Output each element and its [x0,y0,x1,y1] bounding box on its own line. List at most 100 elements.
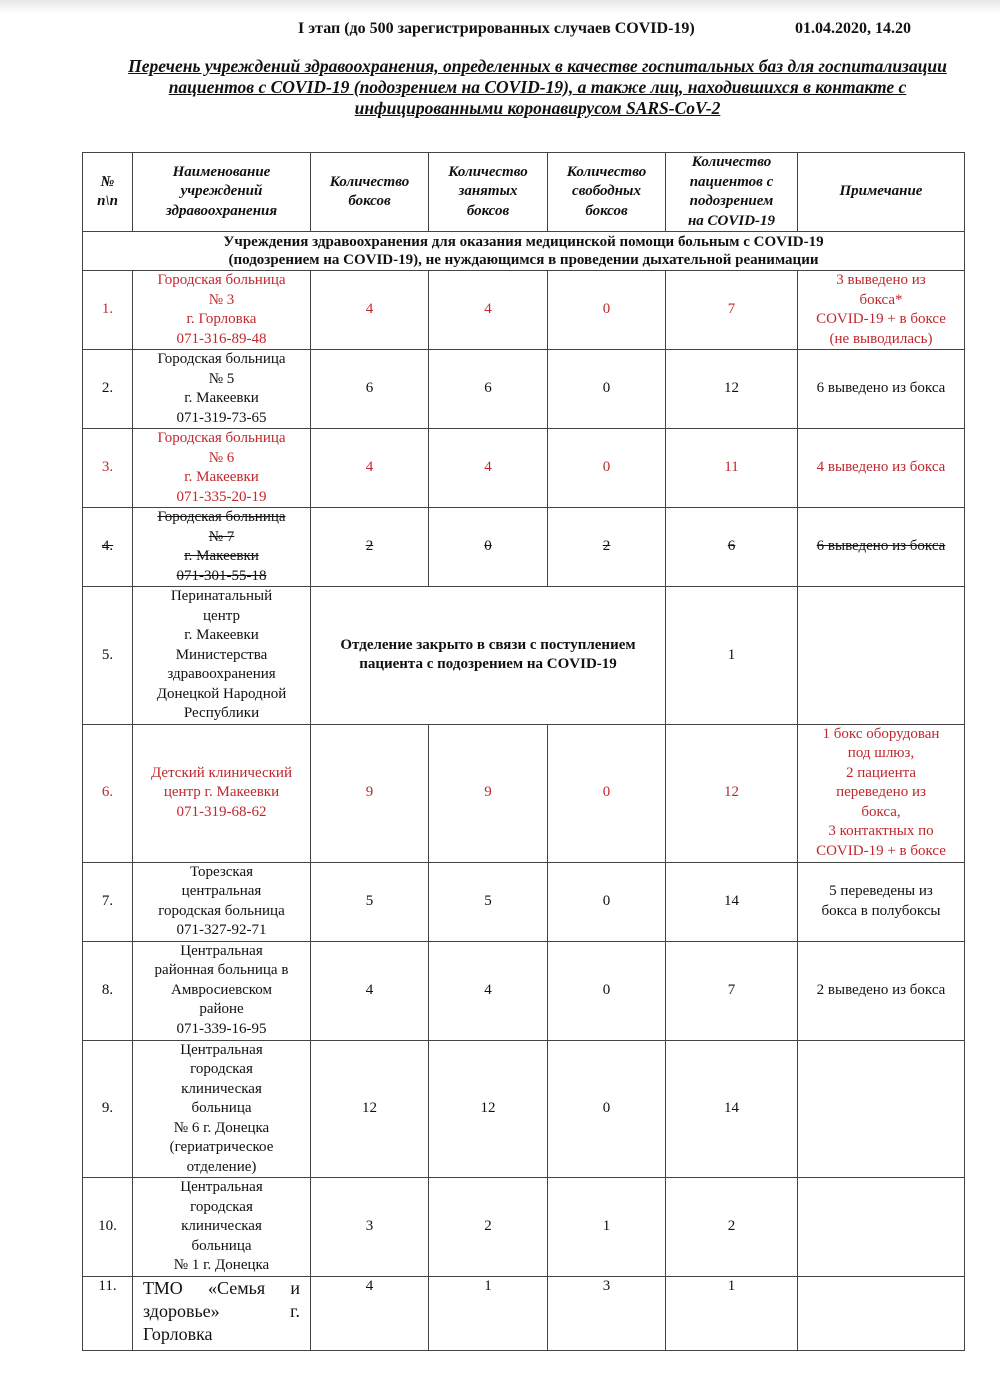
row-number: 7. [82,861,133,942]
hospitals-table: № п\п Наименование учреждений здравоохра… [82,152,965,1351]
col-note: Примечание [797,152,965,232]
page-shadow [0,0,1000,14]
report-datetime: 01.04.2020, 14.20 [795,20,911,37]
table-row: 1. Городская больница № 3 г. Горловка 071… [82,270,965,350]
col-occupied: Количество занятых боксов [428,152,548,232]
document-title: Перечень учреждений здравоохранения, опр… [128,56,947,118]
boxes-count: 6 [310,349,429,429]
table-row: 4. Городская больница № 7 г. Макеевки 071… [82,507,965,587]
row-number: 10. [82,1177,133,1277]
institution-name: Торезская центральная городская больница… [132,861,311,942]
note [797,1039,965,1178]
occupied-count: 4 [428,940,548,1041]
institution-name: Центральная районная больница в Амвросие… [132,940,311,1041]
boxes-count: 12 [310,1039,429,1178]
table-row: 8. Центральная районная больница в Амврос… [82,940,965,1041]
note: 2 выведено из бокса [797,940,965,1041]
free-count: 0 [547,861,666,942]
occupied-count: 12 [428,1039,548,1178]
row-number: 6. [82,723,133,863]
suspected-count: 1 [665,586,798,725]
suspected-count: 12 [665,349,798,429]
boxes-count: 5 [310,861,429,942]
boxes-count: 4 [310,428,429,508]
section-row: Учреждения здравоохранения для оказания … [82,231,965,271]
boxes-count: 9 [310,723,429,863]
occupied-count: 9 [428,723,548,863]
free-count: 3 [547,1276,666,1351]
table-row: 7. Торезская центральная городская больни… [82,861,965,942]
note: 6 выведено из бокса [797,349,965,429]
boxes-count: 4 [310,270,429,350]
table-row: 5. Перинатальный центр г. Макеевки Минист… [82,586,965,725]
suspected-count: 2 [665,1177,798,1277]
row-number: 9. [82,1039,133,1178]
boxes-count: 2 [310,507,429,587]
boxes-count: 4 [310,940,429,1041]
free-count: 0 [547,940,666,1041]
table-row: 2. Городская больница № 5 г. Макеевки 071… [82,349,965,429]
col-name: Наименование учреждений здравоохранения [132,152,311,232]
institution-name: Городская больница № 5 г. Макеевки 071-3… [132,349,311,429]
suspected-count: 14 [665,861,798,942]
row-number: 4. [82,507,133,587]
free-count: 0 [547,349,666,429]
note [797,1276,965,1351]
institution-name: Центральная городская клиническая больни… [132,1177,311,1277]
note: 4 выведено из бокса [797,428,965,508]
occupied-count: 5 [428,861,548,942]
institution-name: Детский клинический центр г. Макеевки 07… [132,723,311,863]
note: 3 выведено из бокса* COVID-19 + в боксе … [797,270,965,350]
table-row: 3. Городская больница № 6 г. Макеевки 071… [82,428,965,508]
institution-name: Городская больница № 6 г. Макеевки 071-3… [132,428,311,508]
free-count: 2 [547,507,666,587]
free-count: 0 [547,1039,666,1178]
suspected-count: 11 [665,428,798,508]
boxes-count: 4 [310,1276,429,1351]
col-suspected: Количество пациентов с подозрением на CO… [665,152,798,232]
note: 5 переведены из бокса в полубоксы [797,861,965,942]
table-row: 6. Детский клинический центр г. Макеевки … [82,723,965,863]
free-count: 0 [547,723,666,863]
table-header-row: № п\п Наименование учреждений здравоохра… [82,152,965,232]
section-title: Учреждения здравоохранения для оказания … [82,231,965,271]
col-free: Количество свободных боксов [547,152,666,232]
row-number: 3. [82,428,133,508]
stage-label: I этап (до 500 зарегистрированных случае… [298,20,695,37]
table-row: 10. Центральная городская клиническая бол… [82,1177,965,1277]
table-row: 9. Центральная городская клиническая боль… [82,1039,965,1178]
note: 6 выведено из бокса [797,507,965,587]
boxes-count: 3 [310,1177,429,1277]
row-number: 2. [82,349,133,429]
col-boxes: Количество боксов [310,152,429,232]
institution-name: Центральная городская клиническая больни… [132,1039,311,1178]
institution-name: Городская больница № 3 г. Горловка 071-3… [132,270,311,350]
occupied-count: 1 [428,1276,548,1351]
row-number: 11. [82,1276,133,1351]
institution-name: ТМО «Семья и здоровье» г. Горловка [132,1276,311,1351]
col-number: № п\п [82,152,133,232]
note [797,1177,965,1277]
free-count: 0 [547,428,666,508]
institution-name: Городская больница № 7 г. Макеевки 071-3… [132,507,311,587]
suspected-count: 7 [665,940,798,1041]
occupied-count: 6 [428,349,548,429]
note [797,586,965,725]
free-count: 1 [547,1177,666,1277]
free-count: 0 [547,270,666,350]
occupied-count: 4 [428,270,548,350]
suspected-count: 1 [665,1276,798,1351]
suspected-count: 6 [665,507,798,587]
suspected-count: 12 [665,723,798,863]
closed-notice: Отделение закрыто в связи с поступлением… [310,586,666,725]
row-number: 8. [82,940,133,1041]
row-number: 5. [82,586,133,725]
occupied-count: 0 [428,507,548,587]
row-number: 1. [82,270,133,350]
suspected-count: 14 [665,1039,798,1178]
institution-name: Перинатальный центр г. Макеевки Министер… [132,586,311,725]
table-row: 11. ТМО «Семья и здоровье» г. Горловка 4 1 3… [82,1276,965,1351]
note: 1 бокс оборудован под шлюз, 2 пациента п… [797,723,965,863]
occupied-count: 2 [428,1177,548,1277]
suspected-count: 7 [665,270,798,350]
